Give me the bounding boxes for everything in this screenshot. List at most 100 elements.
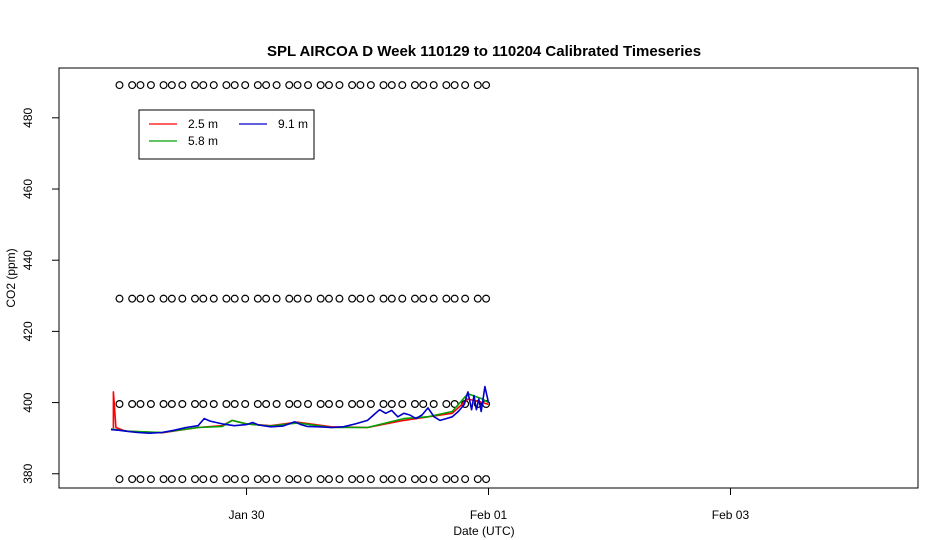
calibration-marker bbox=[128, 81, 137, 90]
y-tick-label: 420 bbox=[21, 321, 35, 341]
y-axis: 380 400 420 440 460 480 bbox=[21, 107, 59, 484]
calibration-marker bbox=[230, 294, 239, 303]
calibration-marker bbox=[199, 475, 208, 484]
calibration-marker bbox=[209, 294, 218, 303]
calibration-marker bbox=[262, 400, 271, 409]
legend-label: 2.5 m bbox=[188, 117, 218, 131]
calibration-marker bbox=[222, 475, 231, 484]
calibration-marker bbox=[410, 81, 419, 90]
calibration-marker bbox=[429, 294, 438, 303]
calibration-marker bbox=[285, 400, 294, 409]
series-line-9-1-mm bbox=[110, 385, 490, 435]
y-tick-label: 440 bbox=[21, 250, 35, 270]
calibration-marker bbox=[241, 475, 250, 484]
calibration-marker bbox=[293, 400, 302, 409]
calibration-marker bbox=[285, 81, 294, 90]
calibration-marker bbox=[419, 400, 428, 409]
calibration-marker bbox=[429, 475, 438, 484]
calibration-marker bbox=[442, 400, 451, 409]
calibration-marker bbox=[335, 81, 344, 90]
calibration-marker bbox=[146, 475, 155, 484]
calibration-marker bbox=[262, 81, 271, 90]
calibration-marker bbox=[304, 294, 313, 303]
calibration-marker bbox=[419, 294, 428, 303]
calibration-marker bbox=[146, 400, 155, 409]
calibration-marker bbox=[450, 294, 459, 303]
y-tick-label: 460 bbox=[21, 179, 35, 199]
calibration-marker bbox=[324, 400, 333, 409]
calibration-marker bbox=[159, 400, 168, 409]
calibration-marker bbox=[230, 400, 239, 409]
calibration-marker bbox=[115, 81, 124, 90]
calibration-marker bbox=[128, 475, 137, 484]
calibration-marker bbox=[387, 475, 396, 484]
calibration-marker bbox=[115, 400, 124, 409]
calibration-marker bbox=[366, 81, 375, 90]
calibration-marker bbox=[209, 475, 218, 484]
calibration-marker bbox=[387, 81, 396, 90]
calibration-marker bbox=[379, 81, 388, 90]
calibration-marker bbox=[482, 81, 491, 90]
calibration-marker bbox=[379, 400, 388, 409]
calibration-marker bbox=[178, 81, 187, 90]
calibration-marker bbox=[230, 475, 239, 484]
calibration-marker bbox=[348, 294, 357, 303]
calibration-marker bbox=[356, 81, 365, 90]
calibration-marker bbox=[379, 294, 388, 303]
calibration-marker bbox=[178, 475, 187, 484]
calibration-marker bbox=[190, 294, 199, 303]
calibration-marker bbox=[253, 81, 262, 90]
data-lines bbox=[110, 385, 490, 435]
chart-title: SPL AIRCOA D Week 110129 to 110204 Calib… bbox=[267, 43, 701, 60]
calibration-marker bbox=[335, 294, 344, 303]
calibration-marker bbox=[253, 294, 262, 303]
calibration-marker bbox=[222, 81, 231, 90]
calibration-marker bbox=[199, 294, 208, 303]
calibration-marker bbox=[442, 294, 451, 303]
calibration-marker bbox=[136, 475, 145, 484]
calibration-marker bbox=[366, 475, 375, 484]
x-tick-label: Feb 03 bbox=[712, 508, 750, 522]
calibration-marker bbox=[128, 294, 137, 303]
calibration-marker bbox=[429, 81, 438, 90]
calibration-marker bbox=[419, 475, 428, 484]
series-line-2-5-mm bbox=[112, 391, 489, 434]
calibration-marker bbox=[293, 81, 302, 90]
calibration-marker bbox=[304, 81, 313, 90]
calibration-marker bbox=[272, 400, 281, 409]
calibration-marker bbox=[241, 400, 250, 409]
calibration-marker bbox=[356, 475, 365, 484]
calibration-marker bbox=[348, 81, 357, 90]
calibration-marker bbox=[136, 294, 145, 303]
calibration-marker bbox=[304, 475, 313, 484]
calibration-marker bbox=[379, 475, 388, 484]
calibration-marker bbox=[304, 400, 313, 409]
calibration-marker bbox=[335, 475, 344, 484]
calibration-marker bbox=[272, 81, 281, 90]
calibration-marker bbox=[199, 400, 208, 409]
calibration-marker bbox=[159, 81, 168, 90]
calibration-marker bbox=[410, 400, 419, 409]
calibration-marker bbox=[473, 475, 482, 484]
calibration-marker bbox=[473, 81, 482, 90]
calibration-marker bbox=[410, 294, 419, 303]
calibration-marker bbox=[324, 81, 333, 90]
calibration-marker bbox=[209, 81, 218, 90]
calibration-marker bbox=[167, 294, 176, 303]
calibration-marker bbox=[461, 294, 470, 303]
calibration-marker bbox=[199, 81, 208, 90]
calibration-marker bbox=[324, 475, 333, 484]
calibration-marker bbox=[324, 294, 333, 303]
calibration-marker bbox=[387, 294, 396, 303]
calibration-marker bbox=[398, 294, 407, 303]
calibration-marker bbox=[262, 475, 271, 484]
calibration-marker bbox=[316, 400, 325, 409]
calibration-marker bbox=[241, 81, 250, 90]
calibration-marker bbox=[348, 475, 357, 484]
calibration-marker bbox=[190, 475, 199, 484]
calibration-marker bbox=[159, 475, 168, 484]
calibration-marker bbox=[473, 294, 482, 303]
y-tick-label: 400 bbox=[21, 392, 35, 412]
legend-label: 9.1 m bbox=[278, 117, 308, 131]
